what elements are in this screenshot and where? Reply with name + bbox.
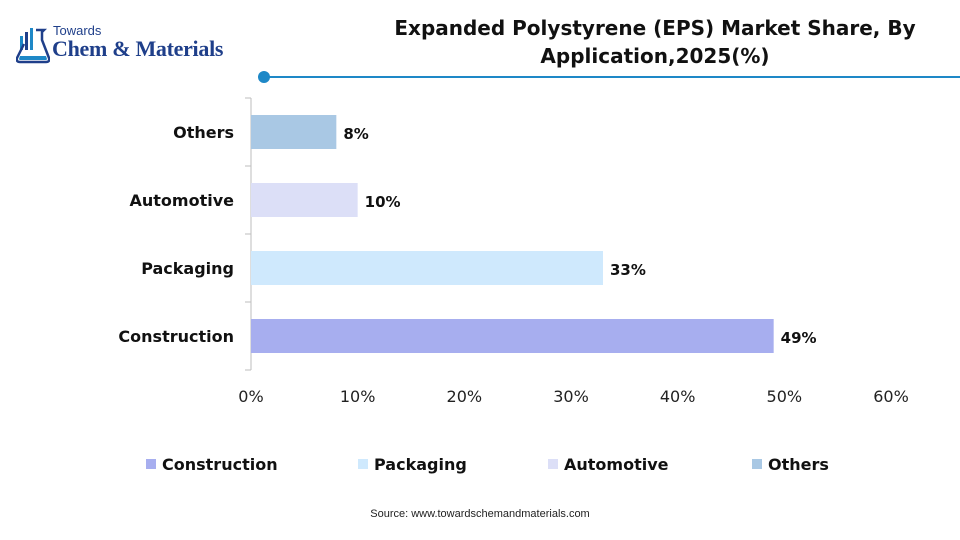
bar-packaging — [251, 251, 603, 285]
legend-item-others: Others — [752, 452, 829, 476]
data-label: 33% — [610, 261, 646, 279]
chart-legend: Construction Packaging Automotive Others — [0, 452, 960, 476]
legend-item-automotive: Automotive — [548, 452, 669, 476]
x-tick-label: 20% — [447, 387, 483, 406]
flask-logo-icon — [16, 28, 50, 64]
x-tick-label: 40% — [660, 387, 696, 406]
logo-text-top: Towards — [53, 23, 102, 38]
x-tick-label: 60% — [873, 387, 909, 406]
chart-title: Expanded Polystyrene (EPS) Market Share,… — [330, 14, 960, 70]
legend-item-packaging: Packaging — [358, 452, 467, 476]
legend-swatch — [548, 459, 558, 469]
chart-title-line-1: Expanded Polystyrene (EPS) Market Share,… — [394, 16, 916, 40]
x-tick-label: 30% — [553, 387, 589, 406]
legend-swatch — [146, 459, 156, 469]
legend-label: Construction — [162, 454, 278, 474]
x-tick-label: 0% — [238, 387, 263, 406]
chart-title-line-2: Application,2025(%) — [540, 44, 770, 68]
legend-swatch — [358, 459, 368, 469]
bar-others — [251, 115, 337, 149]
bar-chart: Construction 49% Packaging 33% Automotive 10%… — [118, 97, 909, 406]
x-tick-label: 10% — [340, 387, 376, 406]
data-label: 49% — [781, 329, 817, 347]
x-tick-label: 50% — [767, 387, 803, 406]
legend-label: Packaging — [374, 454, 467, 474]
legend-swatch — [752, 459, 762, 469]
bar-automotive — [251, 183, 358, 217]
data-label: 10% — [365, 193, 401, 211]
title-underline-dot — [258, 71, 270, 83]
category-label: Automotive — [130, 191, 235, 210]
category-label: Packaging — [141, 259, 234, 278]
source-note: Source: www.towardschemandmaterials.com — [370, 508, 590, 520]
logo: Towards Chem & Materials — [16, 20, 256, 70]
legend-label: Others — [768, 454, 829, 474]
legend-item-construction: Construction — [146, 452, 278, 476]
data-label: 8% — [343, 125, 368, 143]
legend-label: Automotive — [564, 454, 669, 474]
category-label: Construction — [118, 327, 234, 346]
title-underline — [264, 76, 960, 78]
logo-text-main: Chem & Materials — [52, 36, 224, 61]
category-label: Others — [173, 123, 234, 142]
bar-construction — [251, 319, 774, 353]
